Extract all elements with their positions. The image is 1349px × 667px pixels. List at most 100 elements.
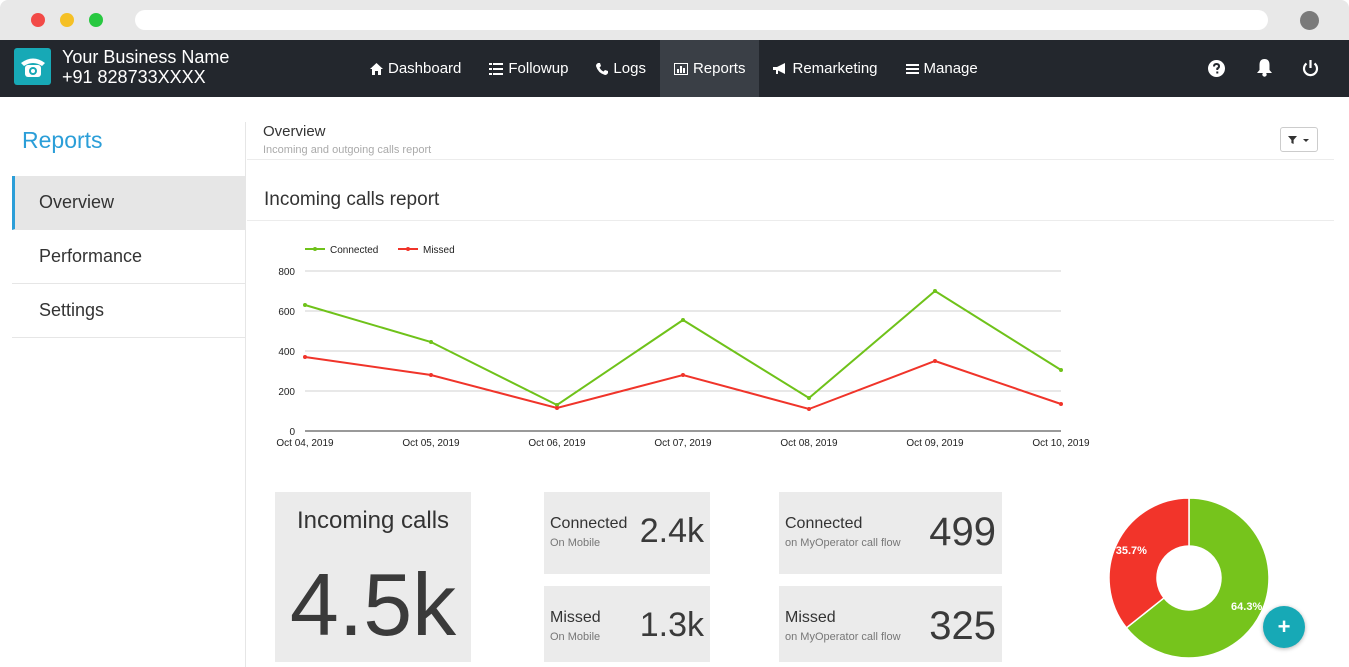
bell-icon[interactable] [1254,58,1274,78]
nav-dashboard-label: Dashboard [388,60,462,77]
nav-reports[interactable]: Reports [659,40,760,97]
chart-icon [673,62,688,75]
connected-flow-tile: Connected on MyOperator call flow 499 [779,492,1002,574]
x-tick-label: Oct 10, 2019 [1032,438,1090,449]
legend-marker-connected [313,247,317,251]
section-divider [247,220,1334,221]
missed-flow-value: 325 [929,604,996,648]
y-tick-label: 400 [278,347,295,358]
missed-flow-label: Missed [785,609,836,626]
sidebar-item-label: Performance [39,246,143,266]
y-tick-label: 800 [278,267,295,278]
y-tick-label: 0 [289,427,295,438]
data-point-connected [1059,368,1063,372]
data-point-connected [933,289,937,293]
connected-flow-sub: on MyOperator call flow [785,537,901,549]
address-bar[interactable] [135,10,1268,30]
close-window-button[interactable] [31,13,45,27]
business-phone: +91 828733XXXX [62,67,206,87]
donut-slice-label: 35.7% [1116,545,1147,557]
help-icon[interactable] [1206,58,1226,78]
sidebar-item-performance[interactable]: Performance [12,230,246,284]
x-tick-label: Oct 08, 2019 [780,438,838,449]
data-point-connected [681,318,685,322]
connected-flow-label: Connected [785,515,863,532]
connected-mobile-tile: Connected On Mobile 2.4k [544,492,710,574]
nav-remarketing[interactable]: Remarketing [759,40,891,97]
data-point-connected [555,403,559,407]
phone-logo-icon[interactable] [14,48,51,85]
nav-dashboard[interactable]: Dashboard [356,40,475,97]
nav-reports-label: Reports [692,60,746,77]
data-point-connected [429,340,433,344]
add-button[interactable]: + [1263,606,1305,648]
maximize-window-button[interactable] [89,13,103,27]
list-icon [489,62,504,75]
x-tick-label: Oct 05, 2019 [402,438,460,449]
missed-flow-tile: Missed on MyOperator call flow 325 [779,586,1002,662]
bullhorn-icon [773,62,786,74]
filter-icon [1288,135,1297,144]
main-nav: Dashboard Followup Logs Reports Remarket… [356,40,992,97]
data-point-missed [933,359,937,363]
y-tick-label: 200 [278,387,295,398]
connected-mobile-value: 2.4k [639,512,704,550]
sidebar: Reports Overview Performance Settings [12,122,246,667]
connected-flow-value: 499 [929,510,996,554]
browser-menu-button[interactable] [1300,11,1319,30]
y-tick-label: 600 [278,307,295,318]
data-point-connected [807,396,811,400]
data-point-connected [303,303,307,307]
caret-down-icon [1303,138,1309,142]
page-title: Overview [263,123,326,140]
filter-button[interactable] [1280,127,1318,152]
nav-followup[interactable]: Followup [475,40,582,97]
missed-mobile-value: 1.3k [639,606,704,644]
page-subtitle: Incoming and outgoing calls report [263,144,432,156]
data-point-missed [1059,402,1063,406]
missed-mobile-label: Missed [550,609,601,626]
series-line-missed [304,356,1062,411]
minimize-window-button[interactable] [60,13,74,27]
connected-mobile-label: Connected [550,515,628,532]
x-tick-label: Oct 09, 2019 [906,438,964,449]
calls-donut-chart: 64.3% 35.7% [1108,497,1270,659]
series-line-connected [304,289,1062,407]
donut-slice [1125,497,1270,659]
nav-logs-label: Logs [613,60,646,77]
sidebar-item-label: Overview [39,192,115,212]
phone-icon [596,62,609,75]
x-tick-label: Oct 07, 2019 [654,438,712,449]
bars-icon [905,63,919,74]
power-icon[interactable] [1300,58,1320,78]
nav-manage[interactable]: Manage [892,40,992,97]
missed-mobile-tile: Missed On Mobile 1.3k [544,586,710,662]
sidebar-item-overview[interactable]: Overview [12,176,246,230]
incoming-calls-line-chart: 0 200 400 600 800 Oct 04, 2019 Oct 05, 2019 Oct… [276,245,1090,449]
sidebar-item-settings[interactable]: Settings [12,284,246,338]
browser-chrome [0,0,1349,40]
legend-label-missed: Missed [423,245,455,256]
incoming-calls-value: 4.5k [289,555,457,654]
home-icon [370,62,383,75]
sidebar-item-label: Settings [39,300,105,320]
x-tick-label: Oct 06, 2019 [528,438,586,449]
nav-remarketing-label: Remarketing [792,60,878,77]
data-point-missed [681,373,685,377]
connected-mobile-sub: On Mobile [550,537,601,549]
x-tick-label: Oct 04, 2019 [276,438,334,449]
incoming-calls-tile: Incoming calls 4.5k [275,492,471,662]
nav-manage-label: Manage [923,60,978,77]
missed-flow-sub: on MyOperator call flow [785,631,901,643]
missed-mobile-sub: On Mobile [550,631,601,643]
nav-logs[interactable]: Logs [582,40,660,97]
app-header: Your Business Name +91 828733XXXX Dashbo… [0,40,1349,97]
data-point-missed [303,355,307,359]
donut-slice [1108,497,1190,629]
data-point-missed [555,406,559,410]
donut-slice-label: 64.3% [1231,601,1262,613]
business-name: Your Business Name [62,47,230,67]
nav-followup-label: Followup [508,60,569,77]
data-point-missed [429,373,433,377]
legend-label-connected: Connected [330,245,378,256]
